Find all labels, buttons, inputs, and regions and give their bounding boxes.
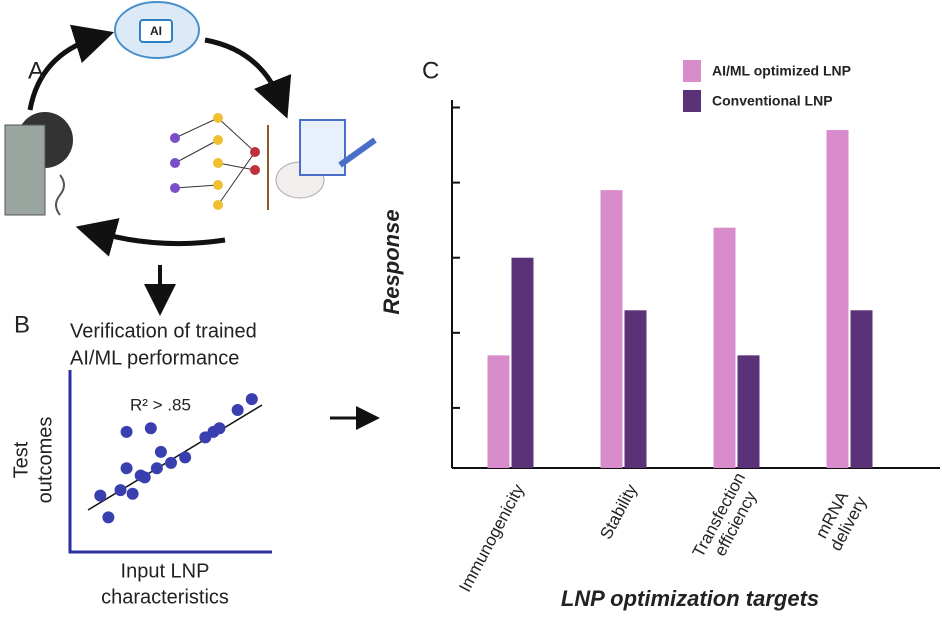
bar xyxy=(850,310,873,468)
panel-label: B xyxy=(14,311,30,338)
fit-line xyxy=(87,404,263,511)
annotation: R² > .85 xyxy=(130,395,191,414)
y-axis-title: outcomes xyxy=(34,417,56,504)
bar xyxy=(624,310,647,468)
bar xyxy=(826,130,849,468)
axes xyxy=(68,370,272,554)
y-axis-title: Response xyxy=(379,209,404,314)
point xyxy=(94,489,107,502)
x-tick-label: mRNAdelivery xyxy=(810,484,871,554)
point xyxy=(120,462,133,475)
chart-title: Verification of trained xyxy=(70,320,257,342)
x-axis-title: characteristics xyxy=(101,586,229,608)
cycle-diagram: AI xyxy=(4,1,380,430)
ai-label: AI xyxy=(150,24,162,38)
point xyxy=(165,456,177,469)
point xyxy=(114,484,127,497)
panel-label: A xyxy=(28,57,44,84)
panel-label: C xyxy=(422,57,439,84)
point xyxy=(126,487,139,500)
x-tick-label: Immunogenicity xyxy=(455,481,528,595)
bar xyxy=(511,257,534,468)
point xyxy=(231,404,244,417)
legend-swatch xyxy=(683,60,701,82)
x-axis-title: LNP optimization targets xyxy=(561,586,819,611)
legend-label: AI/ML optimized LNP xyxy=(712,63,851,79)
x-tick-label: Transfectionefficiency xyxy=(689,470,766,570)
bar xyxy=(713,227,736,468)
legend-swatch xyxy=(683,90,701,112)
bar xyxy=(600,190,623,469)
point xyxy=(179,451,192,464)
point xyxy=(144,422,157,435)
y-axis-title: Test xyxy=(10,441,32,478)
bar xyxy=(487,355,510,468)
legend-label: Conventional LNP xyxy=(712,93,833,109)
point xyxy=(154,445,167,458)
point xyxy=(150,462,163,475)
point xyxy=(213,422,226,435)
point xyxy=(120,425,133,438)
point xyxy=(102,511,115,524)
chart-title: AI/ML performance xyxy=(70,347,239,369)
point xyxy=(245,393,258,406)
x-tick-label: Stability xyxy=(596,481,641,543)
point xyxy=(138,471,151,484)
bar xyxy=(737,355,760,468)
x-axis-title: Input LNP xyxy=(121,560,210,582)
